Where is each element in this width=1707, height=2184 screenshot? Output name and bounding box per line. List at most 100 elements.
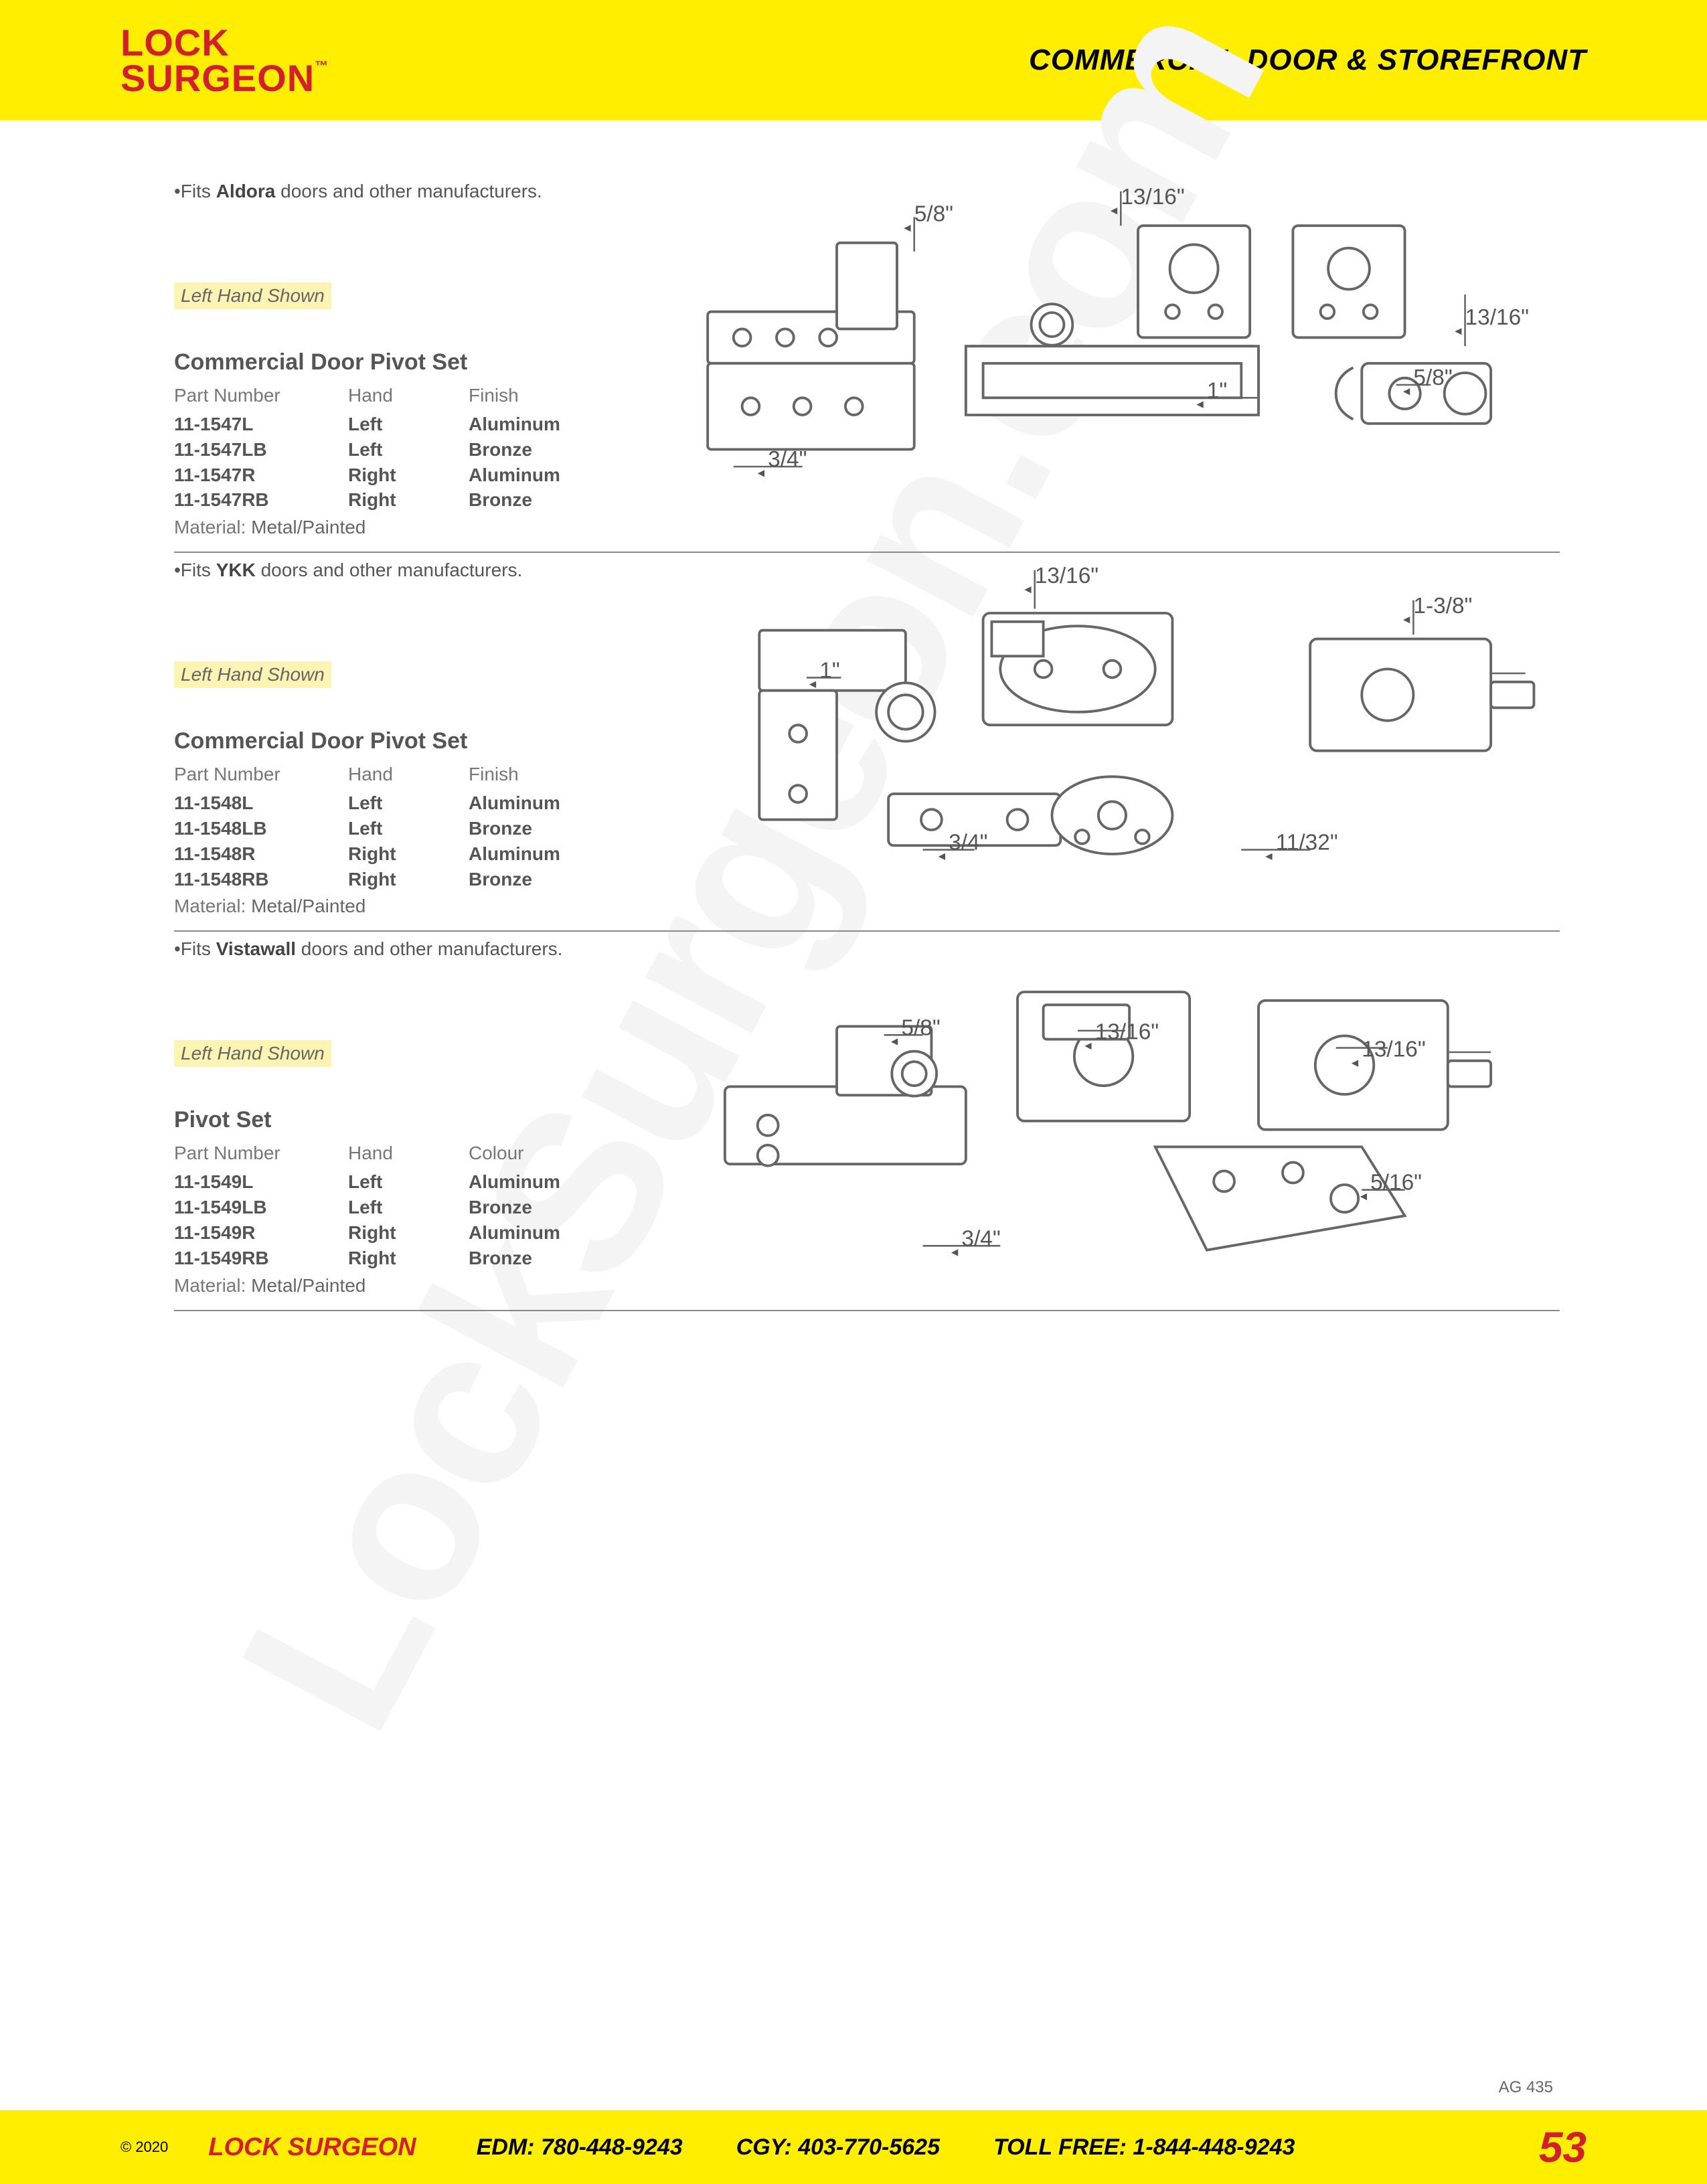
fits-text: •Fits Vistawall doors and other manufact… <box>174 938 656 960</box>
part-number: 11-1548RB <box>174 867 348 892</box>
table-row: 11-1547R Right Aluminum <box>174 463 656 488</box>
table-row: 11-1548L Left Aluminum <box>174 790 656 816</box>
page-number: 53 <box>1539 2122 1587 2172</box>
hdr-pn: Part Number <box>174 385 348 406</box>
table-row: 11-1548LB Left Bronze <box>174 816 656 841</box>
diagram-area: 13/16" 1-3/8" 1" 3/4" 11/32" <box>656 553 1560 917</box>
part-number: 11-1548R <box>174 841 348 867</box>
svg-text:1": 1" <box>819 659 839 683</box>
finish: Bronze <box>469 867 602 892</box>
part-number: 11-1547L <box>174 412 348 437</box>
svg-text:1-3/8": 1-3/8" <box>1413 594 1472 618</box>
svg-text:13/16": 13/16" <box>1465 305 1529 330</box>
hdr-hand: Hand <box>348 764 469 785</box>
table-row: 11-1549L Left Aluminum <box>174 1169 656 1195</box>
hdr-pn: Part Number <box>174 1143 348 1164</box>
table-row: 11-1547RB Right Bronze <box>174 487 656 513</box>
material: Material: Metal/Painted <box>174 517 656 538</box>
footer-cgy: CGY: 403-770-5625 <box>736 2134 940 2161</box>
finish: Bronze <box>469 487 602 513</box>
svg-text:3/4": 3/4" <box>949 831 987 855</box>
hand: Right <box>348 1220 469 1246</box>
finish: Aluminum <box>469 412 602 437</box>
hand: Right <box>348 463 469 488</box>
part-number: 11-1548LB <box>174 816 348 841</box>
hand-shown-label: Left Hand Shown <box>174 282 331 309</box>
svg-text:11/32": 11/32" <box>1276 831 1338 855</box>
hand: Left <box>348 437 469 463</box>
fits-text: •Fits Aldora doors and other manufacture… <box>174 181 656 202</box>
hdr-finish: Finish <box>469 385 602 406</box>
page-footer: © 2020 LOCK SURGEON EDM: 780-448-9243 CG… <box>0 2110 1707 2184</box>
svg-text:13/16": 13/16" <box>1035 564 1099 588</box>
hand: Left <box>348 1195 469 1220</box>
logo-line1: LOCK <box>120 25 329 60</box>
part-number: 11-1549R <box>174 1220 348 1246</box>
svg-text:5/8": 5/8" <box>901 1016 940 1041</box>
finish: Aluminum <box>469 841 602 867</box>
finish: Bronze <box>469 1195 602 1220</box>
logo-line2: SURGEON™ <box>120 60 329 96</box>
product-diagram: 5/8"13/16"13/16"5/16"3/4" <box>656 932 1560 1276</box>
svg-text:5/8": 5/8" <box>914 202 953 227</box>
footer-edm: EDM: 780-448-9243 <box>477 2134 683 2161</box>
hand: Right <box>348 867 469 892</box>
finish: Aluminum <box>469 463 602 488</box>
svg-text:1": 1" <box>1207 378 1227 403</box>
hdr-finish: Finish <box>469 764 602 785</box>
finish: Aluminum <box>469 1169 602 1195</box>
copyright: © 2020 <box>120 2138 168 2156</box>
fits-text: •Fits YKK doors and other manufacturers. <box>174 560 656 581</box>
diagram-area: 5/8"13/16"13/16"5/16"3/4" <box>656 932 1560 1296</box>
hand-shown-label: Left Hand Shown <box>174 1040 331 1067</box>
table-header: Part Number Hand Colour <box>174 1143 656 1164</box>
product-diagram: 5/8" 13/16" 13/16" 1" 5/8" 3/4" <box>656 174 1560 518</box>
hand: Right <box>348 1246 469 1271</box>
product-diagram: 13/16" 1-3/8" 1" 3/4" 11/32" <box>656 553 1560 897</box>
part-number: 11-1549RB <box>174 1246 348 1271</box>
hdr-pn: Part Number <box>174 764 348 785</box>
product-title: Commercial Door Pivot Set <box>174 728 656 754</box>
product-title: Pivot Set <box>174 1107 656 1133</box>
svg-text:13/16": 13/16" <box>1121 185 1184 209</box>
diagram-area: 5/8" 13/16" 13/16" 1" 5/8" 3/4" <box>656 174 1560 538</box>
table-row: 11-1548R Right Aluminum <box>174 841 656 867</box>
hand: Right <box>348 487 469 513</box>
svg-text:13/16": 13/16" <box>1095 1020 1159 1045</box>
table-row: 11-1549RB Right Bronze <box>174 1246 656 1271</box>
svg-text:5/8": 5/8" <box>1413 365 1452 390</box>
table-header: Part Number Hand Finish <box>174 385 656 406</box>
product-info: •Fits Vistawall doors and other manufact… <box>174 932 656 1296</box>
hdr-hand: Hand <box>348 1143 469 1164</box>
footer-brand: LOCK SURGEON <box>208 2133 416 2162</box>
product-section: •Fits Vistawall doors and other manufact… <box>174 932 1560 1311</box>
svg-text:13/16": 13/16" <box>1362 1037 1425 1062</box>
hand: Left <box>348 790 469 816</box>
part-number: 11-1547RB <box>174 487 348 513</box>
finish: Bronze <box>469 437 602 463</box>
hdr-hand: Hand <box>348 385 469 406</box>
table-row: 11-1549R Right Aluminum <box>174 1220 656 1246</box>
finish: Bronze <box>469 1246 602 1271</box>
svg-text:3/4": 3/4" <box>768 447 807 472</box>
material: Material: Metal/Painted <box>174 896 656 917</box>
table-row: 11-1547LB Left Bronze <box>174 437 656 463</box>
svg-text:5/16": 5/16" <box>1370 1171 1422 1195</box>
material: Material: Metal/Painted <box>174 1275 656 1296</box>
part-number: 11-1549L <box>174 1169 348 1195</box>
content: •Fits Aldora doors and other manufacture… <box>0 120 1707 1311</box>
part-number: 11-1547LB <box>174 437 348 463</box>
hand: Right <box>348 841 469 867</box>
part-table: Part Number Hand Finish 11-1548L Left Al… <box>174 764 656 892</box>
part-table: Part Number Hand Finish 11-1547L Left Al… <box>174 385 656 513</box>
product-section: •Fits YKK doors and other manufacturers.… <box>174 553 1560 932</box>
table-row: 11-1549LB Left Bronze <box>174 1195 656 1220</box>
part-table: Part Number Hand Colour 11-1549L Left Al… <box>174 1143 656 1270</box>
ag-code: AG 435 <box>1499 2078 1553 2097</box>
finish: Aluminum <box>469 790 602 816</box>
hand: Left <box>348 816 469 841</box>
hand: Left <box>348 1169 469 1195</box>
hand: Left <box>348 412 469 437</box>
table-header: Part Number Hand Finish <box>174 764 656 785</box>
page-header: LOCK SURGEON™ COMMERCIAL DOOR & STOREFRO… <box>0 0 1707 120</box>
